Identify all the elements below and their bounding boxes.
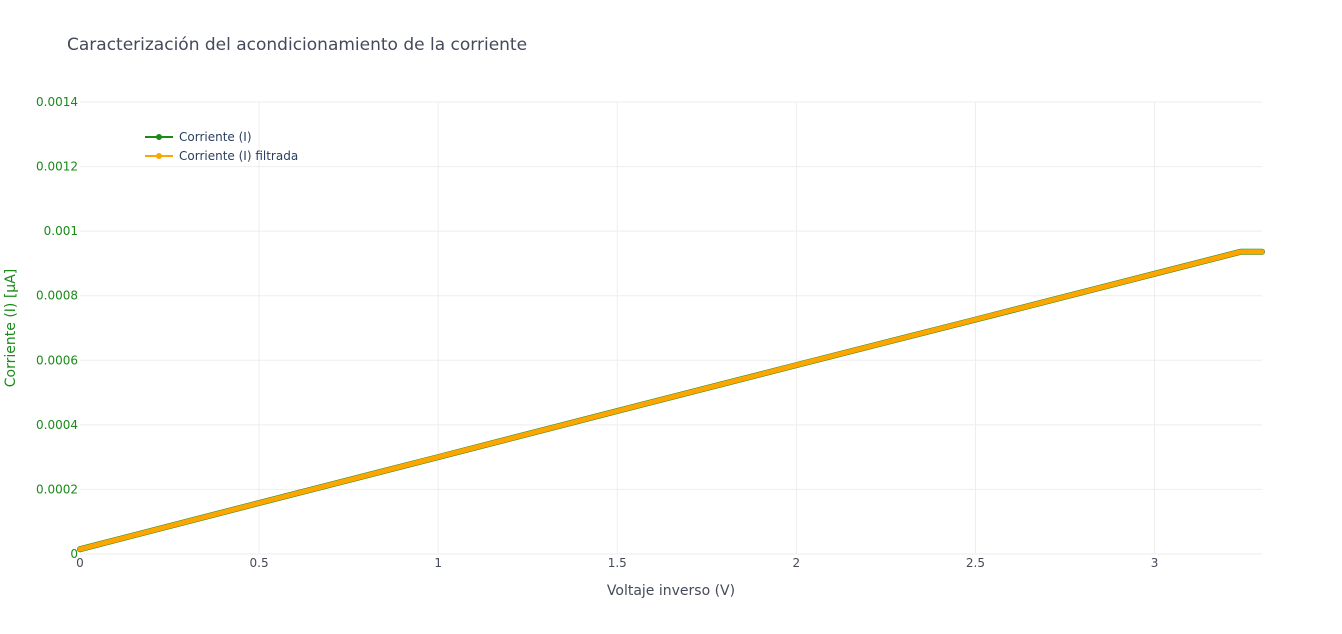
x-tick-label: 2.5 [966, 556, 985, 570]
legend-marker-swatch [156, 153, 162, 159]
x-tick-label: 1.5 [608, 556, 627, 570]
legend-marker-swatch [156, 134, 162, 140]
y-tick-label: 0.001 [44, 224, 78, 238]
x-gridlines [258, 102, 1156, 554]
y-tick-labels: 0 0.0002 0.0004 0.0006 0.0008 0.001 0.0012 0.00… [36, 95, 78, 561]
series-line-corriente-filtrada[interactable] [77, 249, 1265, 552]
x-tick-label: 0.5 [250, 556, 269, 570]
y-tick-label: 0.0008 [36, 289, 78, 303]
y-tick-label: 0.0002 [36, 482, 78, 496]
x-tick-labels: 0 0.5 1 1.5 2 2.5 3 [76, 556, 1158, 570]
legend-item[interactable]: Corriente (I) [145, 130, 252, 144]
y-tick-label: 0.0004 [36, 418, 78, 432]
y-tick-label: 0.0006 [36, 353, 78, 367]
y-tick-label: 0.0014 [36, 95, 78, 109]
y-axis-title: Corriente (I) [µA] [3, 269, 19, 387]
y-tick-label: 0 [70, 547, 78, 561]
y-gridlines [80, 101, 1262, 555]
legend-label: Corriente (I) [179, 130, 252, 144]
x-tick-label: 1 [434, 556, 442, 570]
x-tick-label: 2 [793, 556, 801, 570]
legend-item[interactable]: Corriente (I) filtrada [145, 149, 298, 163]
chart-title: Caracterización del acondicionamiento de… [67, 35, 527, 55]
x-tick-label: 0 [76, 556, 84, 570]
x-tick-label: 3 [1151, 556, 1159, 570]
y-tick-label: 0.0012 [36, 160, 78, 174]
legend-label: Corriente (I) filtrada [179, 149, 298, 163]
x-axis-title: Voltaje inverso (V) [607, 583, 735, 599]
series-lines [77, 248, 1265, 553]
legend[interactable]: Corriente (I) Corriente (I) filtrada [145, 130, 298, 163]
